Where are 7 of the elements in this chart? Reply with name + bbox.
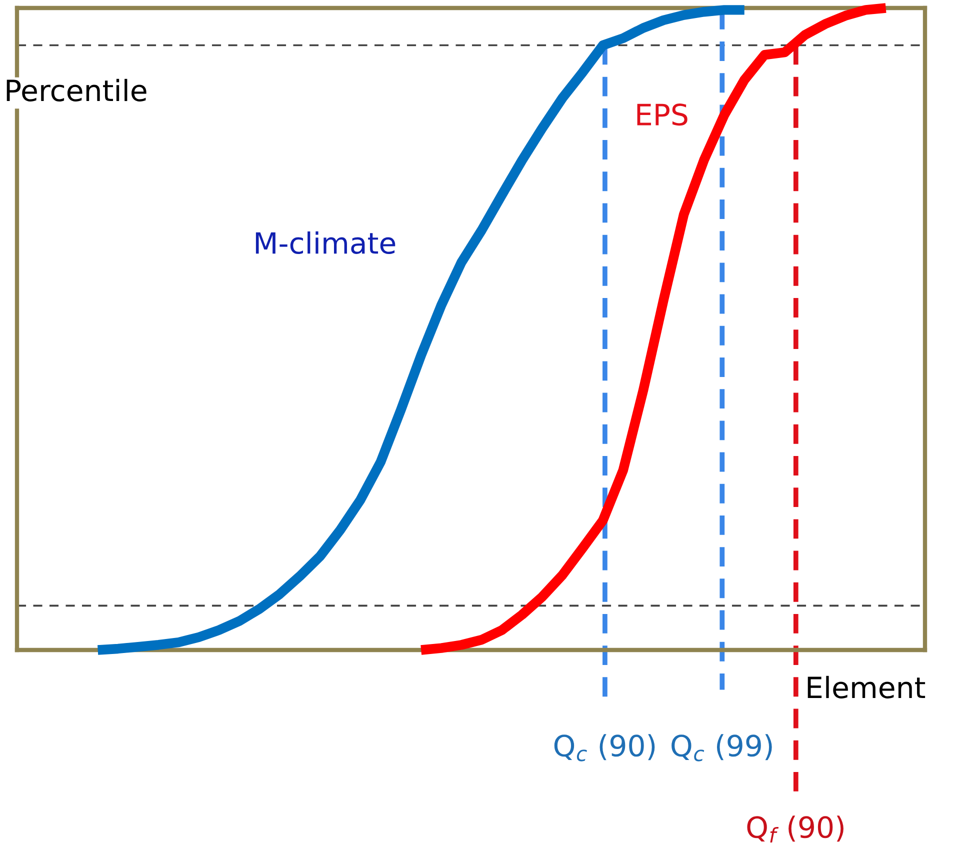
text: Q$_{f}$ (90) <box>747 816 844 843</box>
text: Q$_{c}$ (99) <box>672 734 772 762</box>
text: M-climate <box>256 231 396 254</box>
x-axis-title: Element <box>808 676 926 698</box>
y-axis-title: Percentile <box>6 78 146 102</box>
text: Q$_{c}$ (90) <box>554 734 655 762</box>
series-label: EPS <box>637 104 688 126</box>
